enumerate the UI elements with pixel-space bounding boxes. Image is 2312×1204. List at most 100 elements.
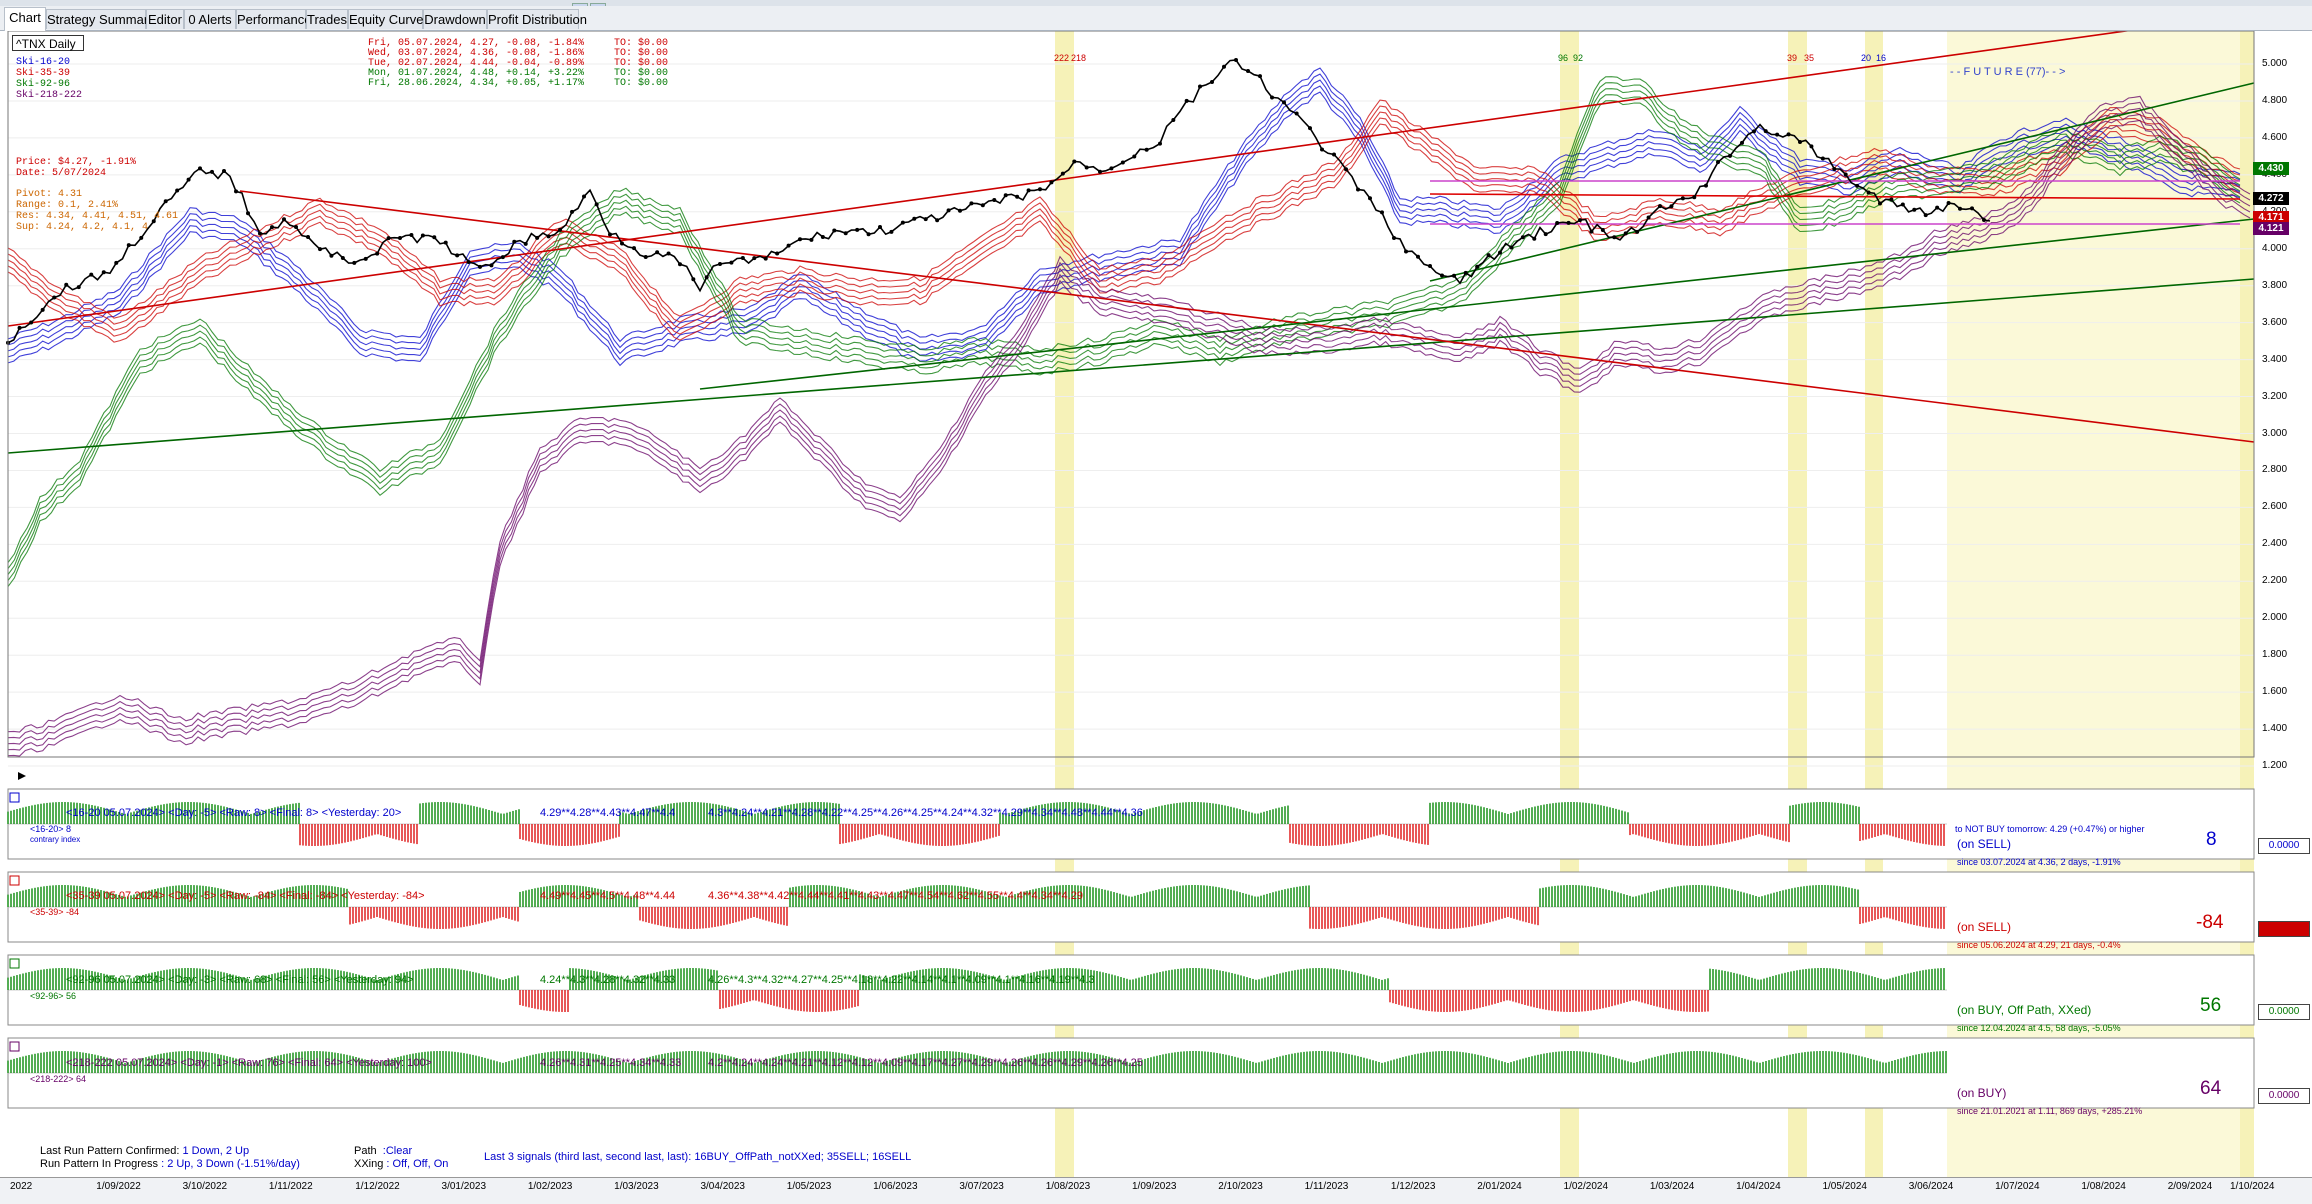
- price-point: [1832, 166, 1837, 171]
- panel3-box: 0.0000: [2258, 1004, 2310, 1020]
- x-axis-tick: 1/10/2024: [2230, 1181, 2275, 1192]
- panel1-header: <16-20 05.07.2024> <Day: -5> <Raw: 8> <F…: [66, 807, 402, 819]
- price-point: [1669, 204, 1674, 209]
- ribbon-strand: [7, 119, 2251, 757]
- price-point: [52, 295, 57, 300]
- price-point: [1428, 264, 1432, 269]
- price-point: [923, 217, 928, 222]
- x-axis-tick: 1/06/2023: [873, 1181, 918, 1192]
- price-point: [186, 177, 191, 182]
- price-point: [126, 243, 131, 248]
- ribbon-strand: [7, 99, 2241, 319]
- ribbon-strand: [7, 73, 2241, 349]
- trendlines: [7, 31, 2255, 454]
- price-point: [729, 260, 734, 265]
- ribbon-strand: [7, 107, 2251, 745]
- ribbon-strand: [7, 82, 2241, 569]
- info-resistance: Res: 4.34, 4.41, 4.51, 4.61: [16, 211, 179, 222]
- price-point: [1210, 80, 1214, 85]
- xxing-line: XXing : Off, Off, On: [354, 1158, 448, 1171]
- trendline-mid-green: [699, 218, 2255, 390]
- quote-line: Wed, 03.07.2024, 4.36, -0.08, -1.86% TO:…: [368, 48, 669, 59]
- tab-equity-curve[interactable]: Equity Curve: [348, 9, 423, 29]
- price-point: [258, 231, 262, 236]
- x-axis-tick: 1/08/2024: [2081, 1181, 2126, 1192]
- price-point: [855, 227, 860, 232]
- price-point: [1144, 147, 1149, 152]
- x-axis-tick: 2/01/2024: [1477, 1181, 1522, 1192]
- price-point: [1658, 204, 1662, 209]
- x-axis-tick: 3/01/2023: [441, 1181, 487, 1192]
- ribbon-strand: [7, 67, 2241, 343]
- price-point: [900, 220, 905, 225]
- price-point: [1912, 207, 1917, 212]
- info-support: Sup: 4.24, 4.2, 4.1, 4: [16, 222, 149, 233]
- price-box-last: 4.272: [2253, 192, 2289, 205]
- panel1-since: since 03.07.2024 at 4.36, 2 days, -1.91%: [1957, 857, 2121, 867]
- price-point: [1060, 171, 1065, 176]
- price-point: [198, 166, 202, 171]
- panel-collapse-icon: [9, 958, 20, 969]
- panel-collapse-icon: [9, 875, 20, 886]
- panel1-value: 8: [2206, 829, 2217, 850]
- price-chart-canvas[interactable]: [0, 31, 2312, 1177]
- price-point: [17, 325, 22, 330]
- price-point: [1775, 132, 1780, 137]
- tab-strategy-summary[interactable]: Strategy Summary: [46, 9, 155, 29]
- x-axis-tick: 1/05/2024: [1822, 1181, 1867, 1192]
- price-point: [704, 275, 709, 280]
- cycle-marker-35: 35: [1804, 53, 1815, 63]
- price-point: [1098, 169, 1102, 174]
- tab-performance[interactable]: Performance: [236, 9, 311, 29]
- price-point: [139, 235, 144, 240]
- y-axis-tick: 4.600: [2262, 131, 2288, 143]
- price-point: [655, 250, 660, 255]
- price-point: [306, 234, 310, 239]
- price-point: [1763, 129, 1768, 134]
- price-point: [980, 203, 985, 208]
- price-point: [1344, 167, 1348, 172]
- panel1-sub: <16-20> 8: [30, 824, 72, 834]
- path-value: :Clear: [382, 1145, 413, 1157]
- price-point: [1900, 202, 1905, 207]
- price-point: [843, 231, 848, 236]
- x-axis-tick: 1/02/2024: [1563, 1181, 1609, 1192]
- x-axis-tick: 1/03/2023: [614, 1181, 659, 1192]
- ribbon-strand: [7, 95, 2251, 733]
- panel1-box: 0.0000: [2258, 838, 2310, 854]
- price-point: [210, 169, 214, 174]
- tab-drawdown[interactable]: Drawdown: [423, 9, 487, 29]
- y-axis-tick: 3.200: [2262, 390, 2288, 402]
- legend-92-96: Ski-92-96: [16, 79, 71, 90]
- price-point: [1416, 254, 1420, 259]
- price-point: [432, 235, 437, 240]
- price-point: [1543, 232, 1548, 237]
- panel2-value: -84: [2196, 912, 2224, 933]
- tab-profit-distribution[interactable]: Profit Distribution: [487, 9, 587, 29]
- tab-editor[interactable]: Editor: [146, 9, 184, 29]
- panel3-header: <92-96 05.07.2024> <Day: -3> <Raw: 68> <…: [66, 974, 414, 986]
- price-point: [1294, 111, 1299, 116]
- ribbon-218-222: [7, 95, 2251, 757]
- price-point: [1258, 74, 1262, 79]
- x-axis-tick: 3/06/2024: [1908, 1181, 1954, 1192]
- ticker-box[interactable]: ^TNX Daily: [12, 35, 84, 51]
- date-axis-bar[interactable]: [0, 1177, 2312, 1204]
- pattern-progress-label: Run Pattern In Progress: [40, 1158, 159, 1170]
- price-point: [809, 237, 814, 242]
- price-point: [1003, 193, 1008, 198]
- price-point: [535, 235, 540, 240]
- tab-chart[interactable]: Chart: [4, 7, 46, 31]
- price-point: [64, 282, 69, 287]
- tab-alerts[interactable]: 0 Alerts: [184, 9, 236, 29]
- price-point: [866, 232, 871, 237]
- tab-trades[interactable]: Trades: [306, 9, 348, 29]
- price-point: [1589, 229, 1594, 234]
- panel-collapse-icon: [9, 1041, 20, 1052]
- price-point: [969, 201, 974, 206]
- pattern-confirmed-label: Last Run Pattern Confirmed:: [40, 1145, 180, 1157]
- price-point: [832, 228, 837, 233]
- price-point: [89, 272, 94, 277]
- price-point: [935, 218, 940, 223]
- y-axis-tick: 1.400: [2262, 723, 2288, 735]
